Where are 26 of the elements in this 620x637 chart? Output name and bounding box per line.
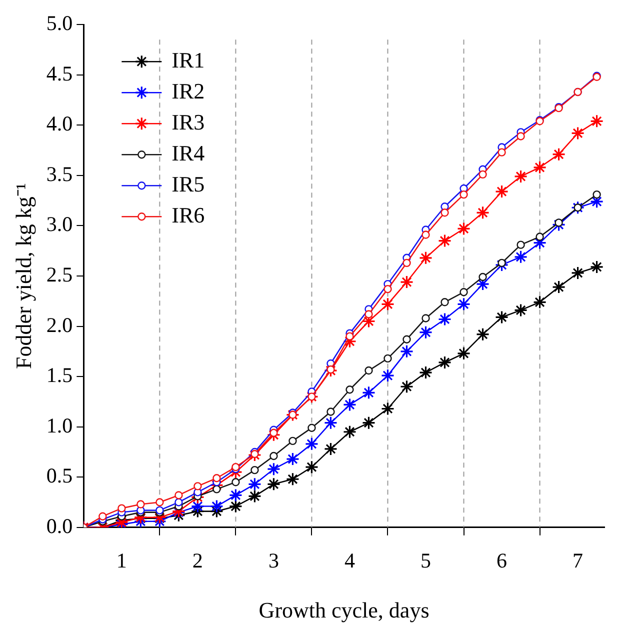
y-tick-label: 5.0 — [46, 11, 73, 36]
y-tick-label: 4.0 — [46, 112, 73, 136]
x-tick-label: 4 — [344, 548, 356, 573]
legend-label: IR6 — [172, 202, 205, 228]
legend-label: IR4 — [172, 140, 205, 166]
x-tick-label: 3 — [268, 548, 279, 573]
y-tick-label: 4.5 — [46, 61, 73, 86]
y-tick-label: 0.5 — [46, 464, 73, 488]
y-tick-label: 2.5 — [46, 262, 73, 287]
x-tick-label: 1 — [116, 548, 127, 573]
y-axis-title: Fodder yield, kg kg⁻¹ — [10, 183, 36, 369]
y-tick-label: 3.5 — [46, 162, 73, 186]
y-tick-label: 0.0 — [46, 514, 73, 538]
legend-label: IR5 — [172, 171, 205, 196]
legend-label: IR2 — [172, 78, 205, 104]
legend-label: IR1 — [172, 47, 205, 72]
legend-label: IR3 — [172, 109, 205, 134]
y-tick-label: 3.0 — [46, 212, 73, 236]
y-tick-label: 1.5 — [46, 363, 73, 388]
x-axis-title: Growth cycle, days — [258, 598, 430, 623]
y-tick-label: 2.0 — [46, 312, 73, 337]
x-tick-label: 5 — [420, 548, 431, 573]
x-tick-label: 6 — [496, 548, 508, 573]
x-tick-label: 2 — [192, 548, 203, 573]
y-tick-label: 1.0 — [46, 413, 73, 438]
x-tick-label: 7 — [572, 548, 584, 573]
